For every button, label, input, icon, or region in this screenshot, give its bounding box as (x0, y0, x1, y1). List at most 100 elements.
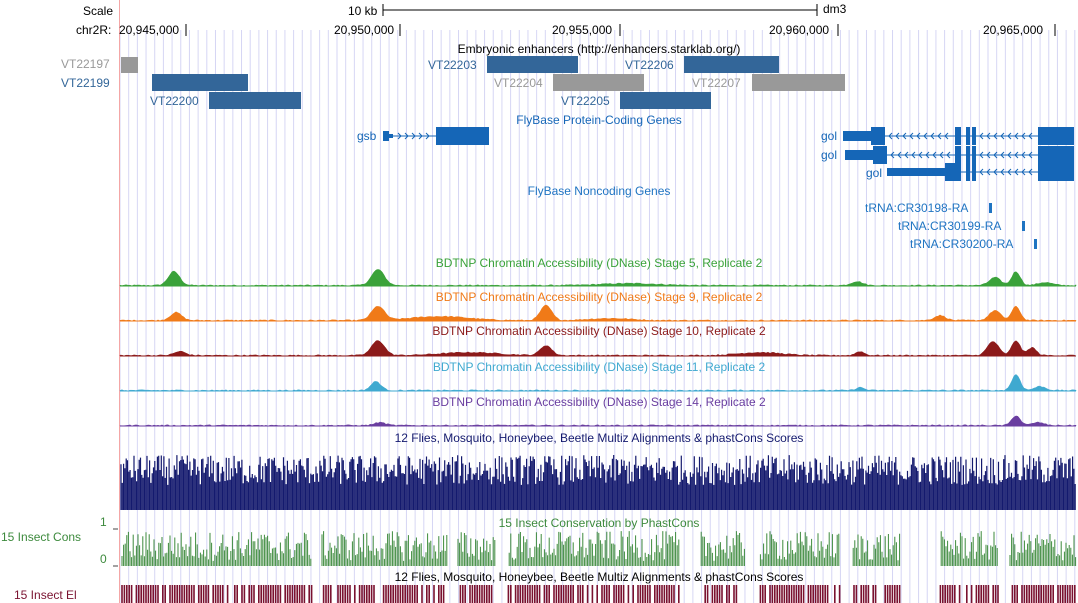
strand-arrow (909, 132, 914, 140)
strand-arrow (1028, 151, 1033, 159)
ruler-tick-label: 20,955,000 (552, 23, 613, 37)
scale-label: Scale (83, 4, 114, 18)
trna-label[interactable]: tRNA:CR30198-RA (865, 201, 969, 215)
elements-side-label[interactable]: 15 Insect El (14, 588, 77, 602)
gene-label-gol[interactable]: gol (821, 129, 838, 143)
enhancer-label[interactable]: VT22205 (561, 94, 610, 108)
noncoding-genes-track-title[interactable]: FlyBase Noncoding Genes (527, 184, 671, 198)
strand-arrow (888, 132, 893, 140)
dnase-signal (119, 374, 1077, 392)
dnase-track-title[interactable]: BDTNP Chromatin Accessibility (DNase) St… (435, 256, 763, 270)
elements-track-title[interactable]: 12 Flies, Mosquito, Honeybee, Beetle Mul… (394, 570, 804, 584)
gene-exon (955, 146, 961, 164)
phastcons-side-label[interactable]: 15 Insect Cons (1, 530, 82, 544)
strand-arrow (1007, 168, 1012, 176)
enhancer-label[interactable]: VT22207 (692, 76, 741, 90)
strand-arrow (411, 132, 416, 140)
dnase-signal-tracks[interactable] (119, 269, 1077, 427)
strand-arrow (944, 132, 949, 140)
gene-exon (871, 127, 885, 145)
gene-exon (873, 146, 887, 164)
strand-arrow (946, 168, 951, 176)
dnase-track-title[interactable]: BDTNP Chromatin Accessibility (DNase) St… (432, 395, 766, 409)
ruler-tick-label: 20,945,000 (119, 23, 180, 37)
enhancer-box (487, 56, 578, 73)
enhancer-box (121, 57, 138, 73)
protein-coding-gene-features[interactable] (383, 127, 1074, 181)
strand-arrow (1000, 132, 1005, 140)
strand-arrow (911, 151, 916, 159)
enhancer-label[interactable]: VT22200 (150, 94, 199, 108)
base-position-ruler[interactable] (185, 4, 1056, 36)
strand-arrow (925, 151, 930, 159)
phastcons-bars (121, 531, 1077, 566)
dnase-track-title[interactable]: BDTNP Chromatin Accessibility (DNase) St… (432, 324, 766, 338)
strand-arrow (1021, 132, 1026, 140)
dnase-track-title[interactable]: BDTNP Chromatin Accessibility (DNase) St… (432, 360, 766, 374)
gene-label-gsb[interactable]: gsb (357, 129, 377, 143)
strand-arrow (979, 151, 984, 159)
phastcons-axis-max: 1 (100, 515, 107, 529)
gene-exon (843, 131, 871, 141)
gene-exon (966, 163, 970, 181)
noncoding-gene-features[interactable] (989, 203, 1037, 249)
ruler-tick-label: 20,950,000 (334, 23, 395, 37)
strand-arrow (404, 132, 409, 140)
enhancer-label[interactable]: VT22206 (625, 58, 674, 72)
strand-arrow (986, 168, 991, 176)
dnase-track-title[interactable]: BDTNP Chromatin Accessibility (DNase) St… (435, 290, 763, 304)
phastcons-track-title[interactable]: 15 Insect Conservation by PhastCons (498, 516, 700, 530)
strand-arrow (895, 132, 900, 140)
ruler-tick-label: 20,965,000 (983, 23, 1044, 37)
gene-exon (1038, 127, 1074, 145)
strand-arrow (918, 151, 923, 159)
strand-arrow (1007, 151, 1012, 159)
enhancer-features[interactable] (121, 56, 845, 109)
trna-label[interactable]: tRNA:CR30200-RA (910, 237, 1014, 251)
enhancer-box (752, 74, 845, 91)
dnase-signal (119, 415, 1077, 427)
enhancer-label[interactable]: VT22203 (428, 58, 477, 72)
strand-arrow (425, 132, 430, 140)
gene-exon (972, 146, 976, 164)
gene-label-gol[interactable]: gol (821, 148, 838, 162)
trna-label[interactable]: tRNA:CR30199-RA (898, 219, 1002, 233)
gene-exon (1038, 146, 1074, 164)
strand-arrow (993, 151, 998, 159)
enhancer-label[interactable]: VT22197 (61, 57, 110, 71)
multiz-alignment-track[interactable] (120, 455, 1076, 510)
protein-genes-track-title[interactable]: FlyBase Protein-Coding Genes (516, 113, 682, 127)
gene-exon (972, 163, 976, 181)
strand-arrow (986, 151, 991, 159)
strand-arrow (939, 151, 944, 159)
strand-arrow (1000, 168, 1005, 176)
chrom-label: chr2R: (76, 23, 112, 37)
gene-exon (845, 150, 873, 160)
phastcons-axis-min: 0 (100, 552, 107, 566)
strand-arrow (1014, 168, 1019, 176)
strand-arrow (897, 151, 902, 159)
strand-arrow (1007, 132, 1012, 140)
strand-arrow (397, 132, 402, 140)
gene-exon (887, 168, 957, 176)
enhancer-label[interactable]: VT22199 (61, 76, 110, 90)
strand-arrow (1021, 168, 1026, 176)
gene-label-gol[interactable]: gol (866, 166, 883, 180)
gene-exon (966, 127, 970, 145)
multiz-track-title[interactable]: 12 Flies, Mosquito, Honeybee, Beetle Mul… (394, 431, 804, 445)
gene-exon (1038, 163, 1074, 181)
enhancer-label[interactable]: VT22204 (494, 76, 543, 90)
strand-arrow (418, 132, 423, 140)
gene-exon (436, 127, 489, 145)
strand-arrow (902, 132, 907, 140)
enhancer-track-title[interactable]: Embryonic enhancers (http://enhancers.st… (457, 42, 741, 56)
gene-exon (966, 146, 970, 164)
strand-arrow (930, 132, 935, 140)
conserved-elements-track[interactable] (121, 585, 1076, 603)
strand-arrow (993, 168, 998, 176)
strand-arrow (1014, 132, 1019, 140)
ruler-ticks (185, 24, 1056, 36)
phastcons-track[interactable] (113, 528, 1077, 567)
